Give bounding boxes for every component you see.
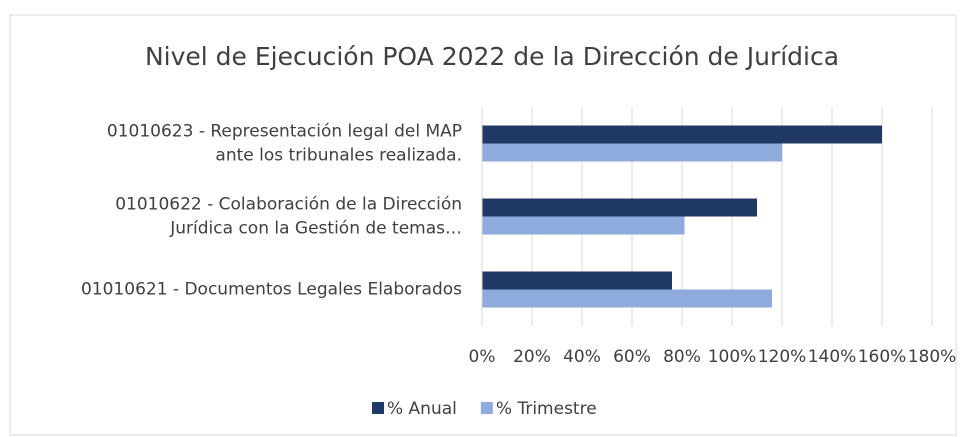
x-tick-label: 40%	[563, 347, 601, 367]
category-label: 01010621 - Documentos Legales Elaborados	[81, 280, 462, 300]
bar	[482, 289, 772, 308]
x-tick-label: 120%	[758, 347, 807, 367]
x-tick-label: 140%	[808, 347, 857, 367]
bar	[482, 271, 672, 290]
x-tick-label: 160%	[858, 347, 907, 367]
x-tick-label: 80%	[663, 347, 701, 367]
bar	[482, 125, 882, 144]
x-tick-label: 60%	[613, 347, 651, 367]
legend-label: % Trimestre	[496, 399, 597, 419]
x-tick-label: 0%	[469, 347, 496, 367]
category-label: 01010623 - Representación legal del MAP a…	[107, 122, 462, 166]
x-tick-label: 20%	[513, 347, 551, 367]
x-tick-label: 100%	[708, 347, 757, 367]
x-tick-label: 180%	[908, 347, 957, 367]
legend-swatch	[372, 402, 384, 414]
bar	[482, 198, 757, 217]
bar	[482, 143, 782, 162]
category-label: 01010622 - Colaboración de la Dirección J…	[115, 195, 462, 239]
legend-label: % Anual	[387, 399, 457, 419]
legend-swatch	[480, 402, 493, 414]
bar	[482, 216, 685, 235]
chart-title: Nivel de Ejecución POA 2022 de la Direcc…	[145, 42, 839, 71]
